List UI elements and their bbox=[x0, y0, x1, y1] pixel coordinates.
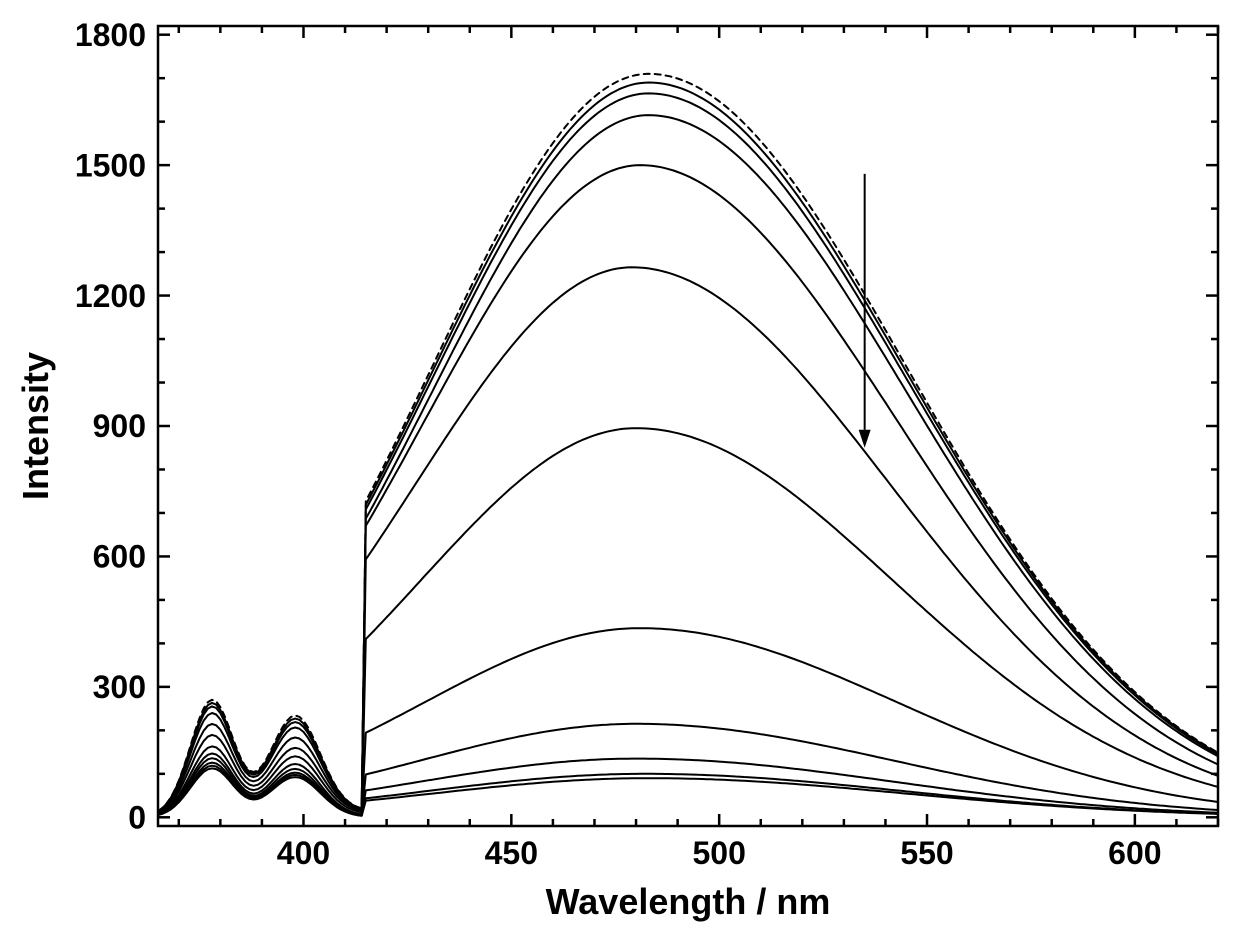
y-tick-label: 900 bbox=[93, 408, 146, 444]
y-tick-label: 0 bbox=[128, 800, 146, 836]
x-axis-label: Wavelength / nm bbox=[546, 881, 831, 922]
y-axis-label: Intensity bbox=[15, 352, 56, 500]
x-tick-label: 600 bbox=[1108, 835, 1161, 871]
x-tick-label: 550 bbox=[900, 835, 953, 871]
spectrum-chart: 400 450 500 550 600 0 300 600 900 1200 1500 1800 Wav… bbox=[0, 0, 1240, 932]
y-tick-label: 1800 bbox=[75, 17, 146, 53]
x-tick-label: 500 bbox=[692, 835, 745, 871]
y-tick-label: 300 bbox=[93, 669, 146, 705]
x-tick-label: 400 bbox=[277, 835, 330, 871]
x-tick-label: 450 bbox=[485, 835, 538, 871]
y-tick-label: 1500 bbox=[75, 147, 146, 183]
chart-svg: 400 450 500 550 600 0 300 600 900 1200 1500 1800 Wav… bbox=[0, 0, 1240, 932]
y-tick-label: 600 bbox=[93, 539, 146, 575]
y-tick-label: 1200 bbox=[75, 278, 146, 314]
